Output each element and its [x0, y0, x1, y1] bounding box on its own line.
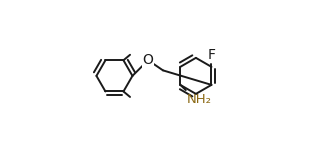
Text: F: F — [207, 48, 215, 61]
Text: NH₂: NH₂ — [186, 93, 212, 106]
Text: O: O — [143, 53, 154, 67]
